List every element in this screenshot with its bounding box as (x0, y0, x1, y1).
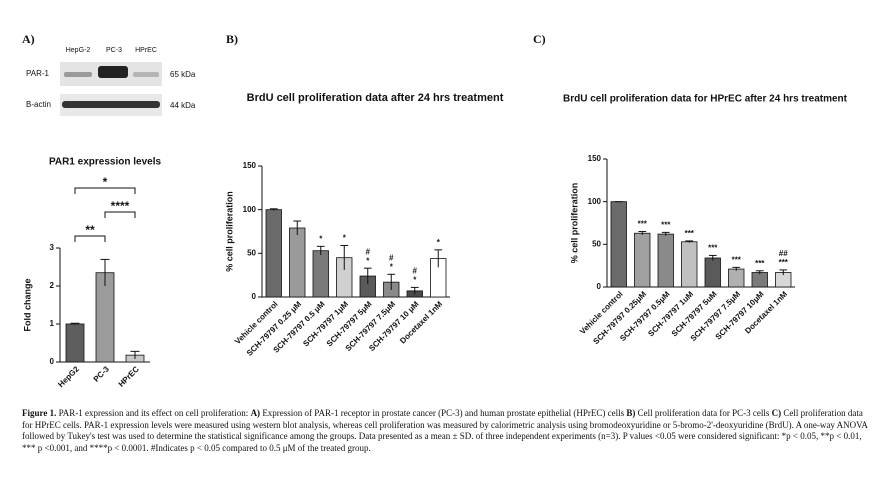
lane-label: HepG-2 (66, 47, 91, 54)
significance-bracket (74, 235, 106, 242)
caption: Figure 1. PAR-1 expression and its effec… (22, 408, 872, 454)
blot-band (64, 72, 92, 77)
significance-bracket (74, 187, 136, 194)
bar (265, 209, 282, 298)
bar (610, 201, 627, 288)
x-tick-label: HepG2 (56, 364, 81, 389)
significance-label: * (413, 276, 417, 285)
significance-label: * (366, 256, 370, 265)
y-axis-label: Fold change (22, 278, 32, 331)
bar (728, 268, 745, 288)
y-tick-label: 0 (597, 282, 602, 291)
significance-bracket (104, 211, 136, 218)
blot-row-label: B-actin (26, 100, 51, 109)
significance-label: ** (85, 223, 95, 237)
blot-band (98, 66, 128, 78)
significance-label: *** (779, 258, 789, 267)
significance-label: * (390, 262, 394, 271)
significance-label: *** (685, 229, 695, 238)
bar (65, 323, 85, 363)
y-tick-label: 0 (252, 292, 257, 301)
significance-label: *** (732, 255, 742, 264)
bar (681, 241, 698, 288)
y-tick-label: 100 (243, 205, 257, 214)
caption-text: Cell proliferation data for HPrEC cells.… (22, 408, 868, 453)
significance-label: * (319, 234, 323, 243)
significance-label: *** (638, 220, 648, 229)
blot-row-label: PAR-1 (26, 69, 50, 78)
y-tick-label: 100 (588, 197, 602, 206)
blot-band (133, 72, 159, 77)
y-tick-label: 50 (247, 248, 256, 257)
x-tick-label: Docetaxel 1nM (743, 289, 789, 335)
bar (704, 257, 721, 288)
blot-band (62, 101, 160, 108)
significance-label: **** (111, 199, 130, 213)
significance-label: *** (708, 244, 718, 253)
caption-text: A) (250, 408, 261, 418)
lane-label: PC-3 (106, 47, 122, 54)
chart-title: BrdU cell proliferation data for HPrEC a… (563, 94, 848, 105)
caption-text: Figure 1. (22, 408, 57, 418)
bar (634, 232, 651, 288)
caption-text: Expression of PAR-1 receptor in prostate… (260, 408, 627, 418)
significance-label: * (103, 175, 108, 189)
lane-label: HPrEC (135, 47, 157, 54)
x-tick-label: PC-3 (92, 364, 112, 384)
significance-label: # (413, 267, 418, 276)
blot-size: 44 kDa (170, 101, 196, 110)
y-tick-label: 150 (588, 154, 602, 163)
y-tick-label: 150 (243, 161, 257, 170)
significance-label: * (437, 238, 441, 247)
chart-title: BrdU cell proliferation data after 24 hr… (247, 92, 504, 104)
significance-label: # (366, 247, 371, 256)
significance-label: *** (661, 220, 671, 229)
y-axis-label: % cell proliferation (569, 183, 579, 264)
bar (95, 272, 115, 363)
y-tick-label: 0 (50, 357, 55, 366)
caption-text: Cell proliferation data for PC-3 cells (635, 408, 772, 418)
caption-text: B) (626, 408, 636, 418)
x-tick-label: HPrEC (117, 364, 141, 388)
bar (289, 227, 306, 298)
y-tick-label: 50 (592, 239, 601, 248)
x-tick-label: Docetaxel 1nM (398, 299, 444, 345)
blot-size: 65 kDa (170, 70, 196, 79)
caption-text: PAR-1 expression and its effect on cell … (56, 408, 251, 418)
western-blot: HepG-2 PC-3 HPrEC PAR-1 B-actin 65 kDa 4… (26, 47, 196, 116)
chart-title: PAR1 expression levels (49, 157, 162, 168)
y-tick-label: 3 (50, 243, 55, 252)
panel-label: A) (22, 32, 35, 46)
significance-label: * (343, 234, 347, 243)
panel-label: B) (226, 32, 238, 46)
significance-label: # (389, 253, 394, 262)
y-tick-label: 1 (50, 319, 55, 328)
significance-label: *** (755, 259, 765, 268)
bar (751, 272, 768, 288)
significance-label: ## (779, 249, 788, 258)
caption-text: C) (771, 408, 782, 418)
panel-label: C) (533, 32, 546, 46)
figure: A) B) C) HepG-2 PC-3 HPrEC PAR-1 B-actin… (22, 32, 848, 389)
bar (657, 233, 674, 288)
bar (312, 250, 329, 298)
y-tick-label: 2 (50, 281, 55, 290)
y-axis-label: % cell proliferation (224, 191, 234, 272)
